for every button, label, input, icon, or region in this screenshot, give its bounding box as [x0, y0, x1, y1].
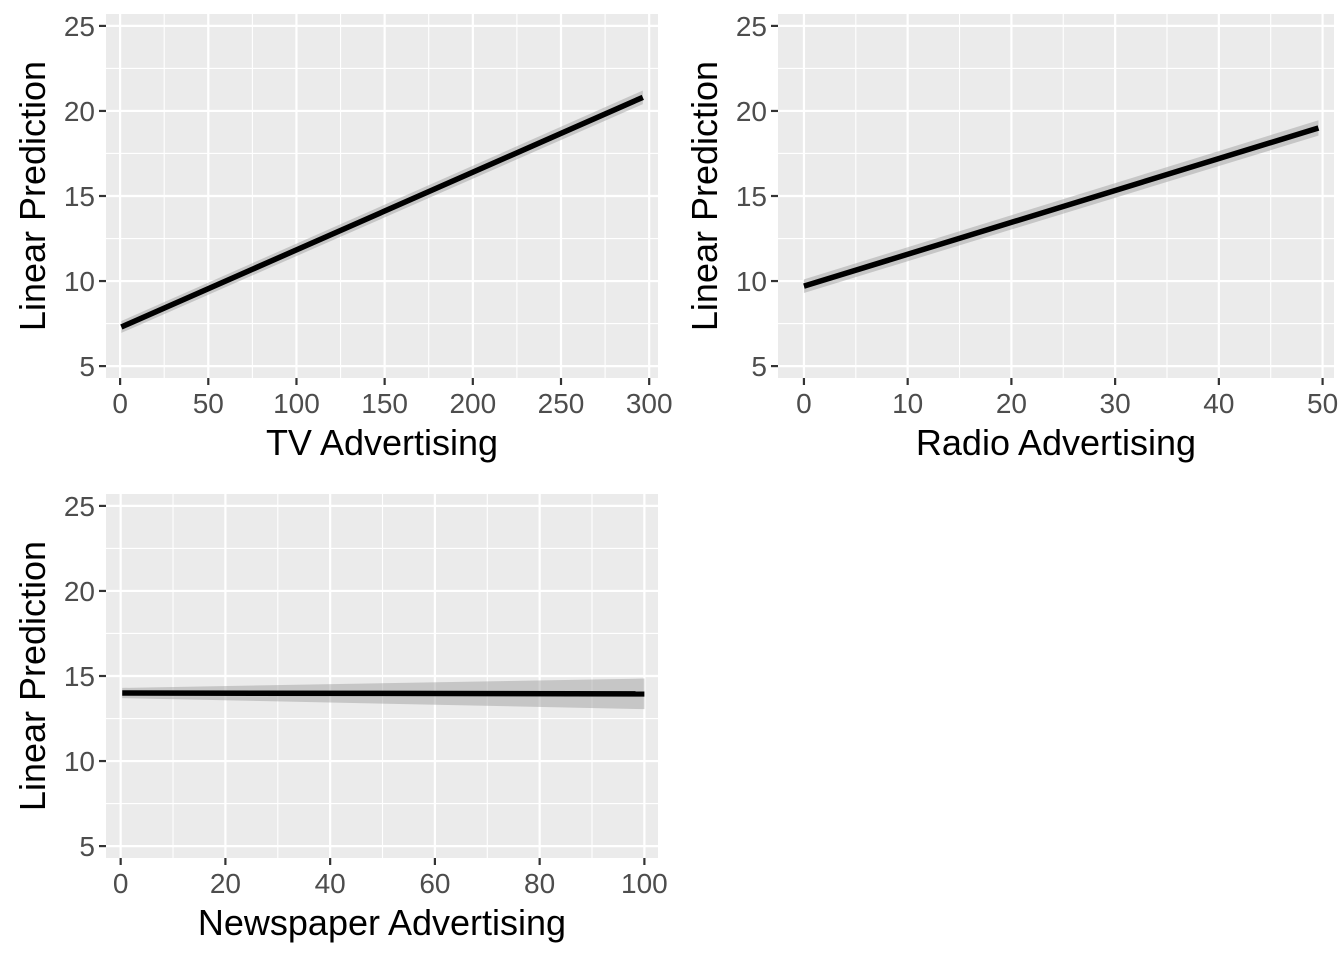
y-tick-label: 5	[79, 351, 95, 382]
x-tick-label: 150	[361, 388, 408, 419]
panel-2: 0 10 20 30 40 50 5 10 15 20 25 Radio Advertising Lin…	[684, 11, 1338, 463]
panel-1: 0 50 100 150 200 250 300 5 10 15 20 25 TV Advertisin…	[12, 11, 673, 463]
x-tick-label: 0	[112, 388, 128, 419]
x-axis-title: Newspaper Advertising	[198, 902, 566, 943]
y-tick-label: 15	[64, 661, 95, 692]
y-tick-label: 15	[64, 181, 95, 212]
panel-3: 0 20 40 60 80 100 5 10 15 20 25 Newspaper Advertisi…	[12, 491, 668, 943]
x-tick-label: 200	[449, 388, 496, 419]
y-tick-label: 25	[736, 11, 767, 42]
x-tick-label: 40	[315, 868, 346, 899]
prediction-line	[122, 690, 645, 697]
x-axis-title: TV Advertising	[266, 422, 498, 463]
x-tick-label: 40	[1203, 388, 1234, 419]
x-tick-label: 100	[273, 388, 320, 419]
prediction-line	[803, 125, 1320, 289]
y-tick-label: 20	[736, 96, 767, 127]
y-tick-label: 10	[64, 746, 95, 777]
x-tick-label: 250	[538, 388, 585, 419]
x-tick-label: 60	[419, 868, 450, 899]
x-axis-title: Radio Advertising	[916, 422, 1196, 463]
y-axis-title: Linear Prediction	[12, 541, 53, 811]
x-tick-label: 10	[892, 388, 923, 419]
x-tick-label: 20	[210, 868, 241, 899]
y-axis-title: Linear Prediction	[12, 61, 53, 331]
y-tick-label: 20	[64, 96, 95, 127]
y-tick-label: 25	[64, 11, 95, 42]
y-tick-label: 10	[736, 266, 767, 297]
x-tick-label: 300	[626, 388, 673, 419]
x-tick-label: 0	[796, 388, 812, 419]
prediction-line	[120, 94, 644, 330]
x-tick-label: 20	[996, 388, 1027, 419]
x-tick-label: 80	[524, 868, 555, 899]
y-axis-title: Linear Prediction	[684, 61, 725, 331]
x-tick-label: 100	[621, 868, 668, 899]
y-tick-label: 5	[79, 831, 95, 862]
y-tick-label: 15	[736, 181, 767, 212]
x-tick-label: 0	[113, 868, 129, 899]
y-tick-label: 5	[751, 351, 767, 382]
y-tick-label: 20	[64, 576, 95, 607]
x-tick-label: 50	[193, 388, 224, 419]
y-tick-label: 10	[64, 266, 95, 297]
x-tick-label: 30	[1100, 388, 1131, 419]
x-tick-label: 50	[1307, 388, 1338, 419]
y-tick-label: 25	[64, 491, 95, 522]
